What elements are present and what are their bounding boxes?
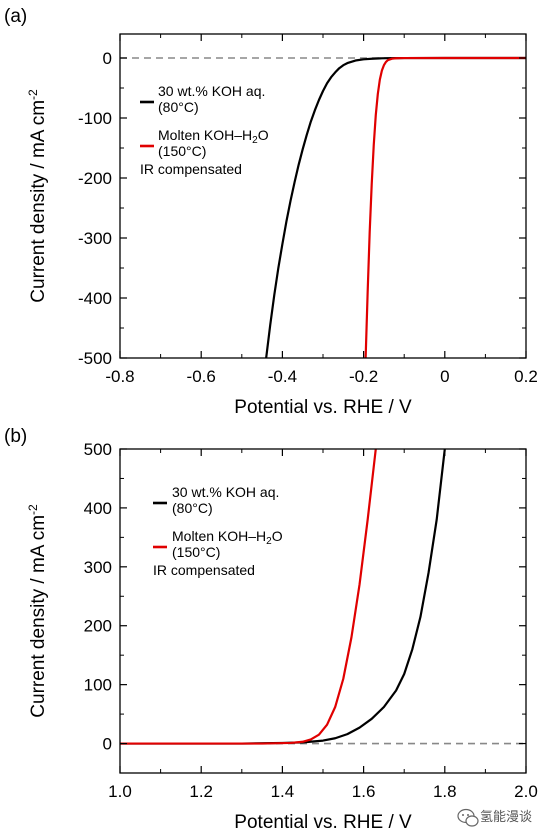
y-tick-label: 500	[84, 440, 112, 459]
y-tick-label: 100	[84, 676, 112, 695]
y-axis-label-main: Current density / mA cm	[28, 515, 49, 718]
x-axis-label: Potential vs. RHE / V	[234, 812, 412, 833]
y-tick-label: -500	[78, 349, 112, 368]
series-line-0	[120, 449, 446, 745]
panel-a: (a) -0.8 -0.6 -0.4 -0.2 0 0.2 -500 -400 -300 -200 -…	[4, 6, 538, 418]
legend-label-0: 30 wt.% KOH aq.	[172, 484, 279, 500]
x-tick-label: -0.8	[105, 367, 134, 386]
panel-b: (b) 1.0 1.2 1.4 1.6 1.8 2.0 0 100 200 300 400 500 Pot…	[4, 426, 538, 833]
panel-label: (b)	[4, 426, 27, 447]
y-tick-label: 200	[84, 617, 112, 636]
legend-label-1: Molten KOH–H2O	[158, 127, 269, 146]
y-tick-label: -400	[78, 289, 112, 308]
legend-label-text: 30 wt.% KOH aq.	[158, 83, 265, 99]
x-tick-label: 1.6	[352, 782, 376, 801]
wechat-icon	[457, 808, 479, 827]
watermark-text: 氢能漫谈	[480, 810, 532, 825]
legend-label-subscript: 2	[266, 536, 272, 547]
legend: 30 wt.% KOH aq.(80°C)Molten KOH–H2O(150°…	[153, 484, 283, 578]
series-line-0	[265, 56, 526, 358]
legend-label-0: 30 wt.% KOH aq.	[158, 83, 265, 99]
y-axis-label-main: Current density / mA cm	[28, 100, 49, 303]
series-line-1	[364, 56, 526, 358]
series-group	[265, 56, 526, 358]
legend-label-1: Molten KOH–H2O	[172, 528, 283, 547]
legend-label-text: Molten KOH–H	[172, 528, 266, 544]
x-tick-label: -0.6	[187, 367, 216, 386]
y-tick-label: 400	[84, 499, 112, 518]
legend-label-line2-0: (80°C)	[172, 500, 213, 516]
x-tick-label: -0.4	[268, 367, 297, 386]
y-tick-label: -200	[78, 169, 112, 188]
panel-label: (a)	[4, 6, 27, 27]
y-tick-label: 0	[103, 49, 112, 68]
legend-label-tail: O	[272, 528, 283, 544]
x-tick-label: 1.0	[108, 782, 132, 801]
x-tick-label: 1.2	[189, 782, 213, 801]
x-axis-label: Potential vs. RHE / V	[234, 397, 412, 418]
annotation-ir-compensated: IR compensated	[153, 562, 255, 578]
x-tick-label: 0	[440, 367, 449, 386]
legend-label-line2-1: (150°C)	[172, 544, 220, 560]
legend-label-line2-0: (80°C)	[158, 99, 199, 115]
y-axis-label-superscript: -2	[26, 504, 40, 515]
x-tick-label: 2.0	[514, 782, 538, 801]
y-tick-label: 300	[84, 558, 112, 577]
series-group	[120, 449, 446, 745]
legend: 30 wt.% KOH aq.(80°C)Molten KOH–H2O(150°…	[140, 83, 269, 177]
legend-label-text: 30 wt.% KOH aq.	[172, 484, 279, 500]
legend-label-text: Molten KOH–H	[158, 127, 252, 143]
y-tick-label: -300	[78, 229, 112, 248]
y-axis-label: Current density / mA cm-2	[26, 504, 49, 718]
y-axis-label: Current density / mA cm-2	[26, 89, 49, 303]
legend-label-line2-1: (150°C)	[158, 143, 206, 159]
y-axis-label-superscript: -2	[26, 89, 40, 100]
series-line-1	[120, 449, 377, 745]
y-tick-label: -100	[78, 109, 112, 128]
legend-label-subscript: 2	[252, 135, 258, 146]
y-tick-label: 0	[103, 735, 112, 754]
x-tick-label: -0.2	[349, 367, 378, 386]
legend-label-tail: O	[258, 127, 269, 143]
annotation-ir-compensated: IR compensated	[140, 161, 242, 177]
x-tick-label: 0.2	[514, 367, 538, 386]
x-tick-label: 1.4	[271, 782, 295, 801]
x-tick-label: 1.8	[433, 782, 457, 801]
watermark: 氢能漫谈	[457, 808, 532, 827]
